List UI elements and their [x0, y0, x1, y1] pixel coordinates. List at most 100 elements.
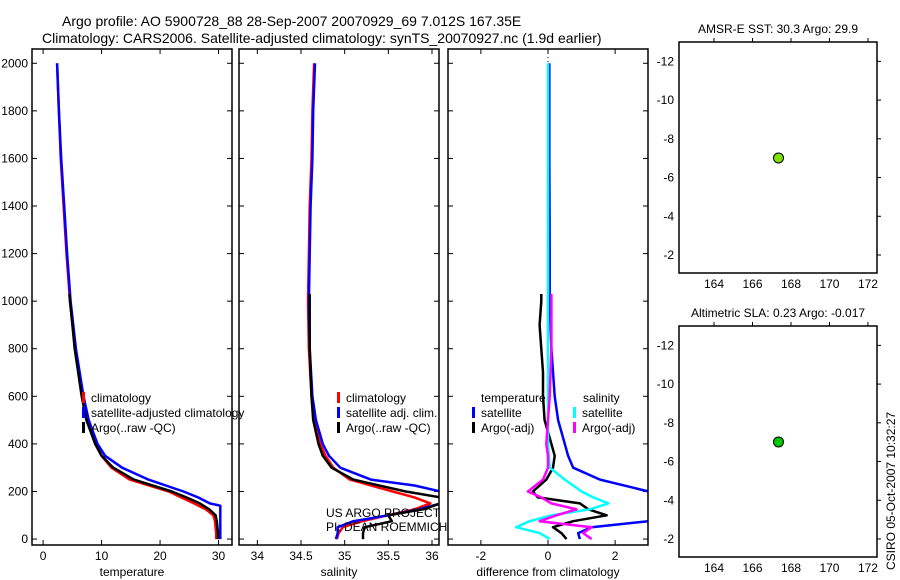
legend-diff-item: satellite [481, 406, 522, 420]
lat-tick-label: -8 [663, 132, 674, 146]
x-tick-label: -2 [476, 549, 487, 563]
legend-diff-sal-header: salinity [583, 391, 620, 405]
x-tick-label: 35.5 [377, 549, 401, 563]
legend-swatch [337, 422, 340, 433]
x-tick-label: 10 [95, 549, 109, 563]
depth-tick-label: 2000 [1, 56, 28, 70]
x-tick-label: 34.5 [289, 549, 313, 563]
series-line-salinity-satellite [514, 63, 610, 541]
series-line-satellite-adjusted-climatology [55, 63, 222, 540]
lat-tick-label: -8 [663, 416, 674, 430]
x-tick-label: 34 [251, 549, 265, 563]
lat-tick-label: -4 [663, 493, 674, 507]
series-line-argo-raw-qc- [68, 293, 220, 540]
lon-tick-label: 170 [819, 277, 839, 291]
legend-swatch [337, 392, 340, 403]
depth-tick-label: 1400 [1, 199, 28, 213]
legend-sal-item: satellite adj. clim. [346, 406, 437, 420]
legend-diff-item: satellite [582, 406, 623, 420]
salinity-panel: 34 34.5 35 35.5 36 salinity [238, 48, 440, 579]
argo-position-marker [772, 436, 784, 448]
x-tick-label: 36 [425, 549, 439, 563]
lon-tick-label: 164 [704, 277, 724, 291]
lon-tick-label: 170 [819, 561, 839, 575]
series-line-satellite-adj-clim- [307, 63, 439, 540]
title-line-2: Climatology: CARS2006. Satellite-adjuste… [42, 30, 602, 46]
legend-swatch [472, 407, 475, 418]
series-line-temperature-argo-adj- [531, 294, 608, 540]
credit-project: US ARGO PROJECT [326, 506, 441, 520]
legend-sal-item: climatology [346, 391, 406, 405]
lon-tick-label: 166 [742, 277, 762, 291]
legend-diff-item: Argo(-adj) [481, 421, 534, 435]
lon-tick-label: 168 [781, 561, 801, 575]
lon-tick-label: 172 [858, 277, 878, 291]
legend-diff-item: Argo(-adj) [582, 421, 635, 435]
depth-tick-label: 1200 [1, 247, 28, 261]
lat-tick-label: -10 [657, 93, 675, 107]
temperature-panel: 0 200 400 600 800 1000 1200 1400 1600 1800 2000 0 10… [1, 48, 233, 579]
map-title: AMSR-E SST: 30.3 Argo: 29.9 [698, 22, 858, 36]
credit-pi: PI: DEAN ROEMMICH [326, 520, 447, 534]
lat-tick-label: -6 [663, 455, 674, 469]
series-line-argo-raw-qc- [308, 294, 439, 540]
difference-panel: -2 0 2 difference from climatology [447, 48, 649, 579]
lat-tick-label: -6 [663, 171, 674, 185]
plot-frame [238, 48, 440, 546]
lon-tick-label: 164 [704, 561, 724, 575]
x-axis-label: salinity [321, 565, 358, 579]
x-tick-label: 2 [612, 549, 619, 563]
legend-sal-item: Argo(..raw -QC) [346, 421, 431, 435]
x-tick-label: 0 [40, 549, 47, 563]
series-line-salinity-argo-adj- [526, 294, 593, 541]
legend-swatch [337, 407, 340, 418]
legend-diff-temp-header: temperature [481, 391, 546, 405]
legend-swatch [82, 392, 85, 403]
x-axis-label: temperature [100, 565, 165, 579]
lat-tick-label: -2 [663, 248, 674, 262]
map-title: Altimetric SLA: 0.23 Argo: -0.017 [691, 306, 865, 320]
map-frame [678, 325, 878, 558]
lon-tick-label: 168 [781, 277, 801, 291]
series-line-climatology [55, 63, 218, 540]
legend-swatch [573, 407, 576, 418]
lat-tick-label: -2 [663, 532, 674, 546]
lon-tick-label: 166 [742, 561, 762, 575]
sla-map: Altimetric SLA: 0.23 Argo: -0.017 164 166 1… [657, 306, 881, 575]
legend-swatch [472, 422, 475, 433]
depth-tick-label: 0 [21, 532, 28, 546]
map-frame [678, 41, 878, 274]
lat-tick-label: -12 [657, 338, 675, 352]
argo-position-marker [772, 152, 784, 164]
title-line-1: Argo profile: AO 5900728_88 28-Sep-2007 … [62, 13, 521, 29]
x-axis-label: difference from climatology [476, 565, 619, 579]
depth-tick-label: 600 [8, 389, 28, 403]
series-line-temperature-satellite [548, 63, 648, 540]
lat-tick-label: -10 [657, 377, 675, 391]
lat-tick-label: -4 [663, 209, 674, 223]
x-tick-label: 0 [545, 549, 552, 563]
legend-temp-item: satellite-adjusted climatology [91, 406, 244, 420]
legend-swatch [82, 407, 85, 418]
depth-tick-label: 1800 [1, 104, 28, 118]
timestamp-label: CSIRO 05-Oct-2007 10:32:27 [884, 412, 898, 570]
lat-tick-label: -12 [657, 54, 675, 68]
series-line-climatology [306, 63, 432, 540]
x-tick-label: 30 [212, 549, 226, 563]
x-tick-label: 20 [153, 549, 167, 563]
depth-tick-label: 1000 [1, 294, 28, 308]
legend-temp-item: Argo(..raw -QC) [91, 421, 176, 435]
depth-tick-label: 1600 [1, 151, 28, 165]
legend-swatch [573, 422, 576, 433]
depth-tick-label: 800 [8, 342, 28, 356]
legend-temp-item: climatology [91, 391, 151, 405]
depth-tick-label: 400 [8, 437, 28, 451]
lon-tick-label: 172 [858, 561, 878, 575]
plot-frame [447, 48, 649, 546]
x-tick-label: 35 [338, 549, 352, 563]
sst-map: AMSR-E SST: 30.3 Argo: 29.9 164 166 168 170 1… [657, 22, 881, 291]
depth-tick-label: 200 [8, 484, 28, 498]
plot-frame [31, 48, 233, 546]
legend-swatch [82, 422, 85, 433]
